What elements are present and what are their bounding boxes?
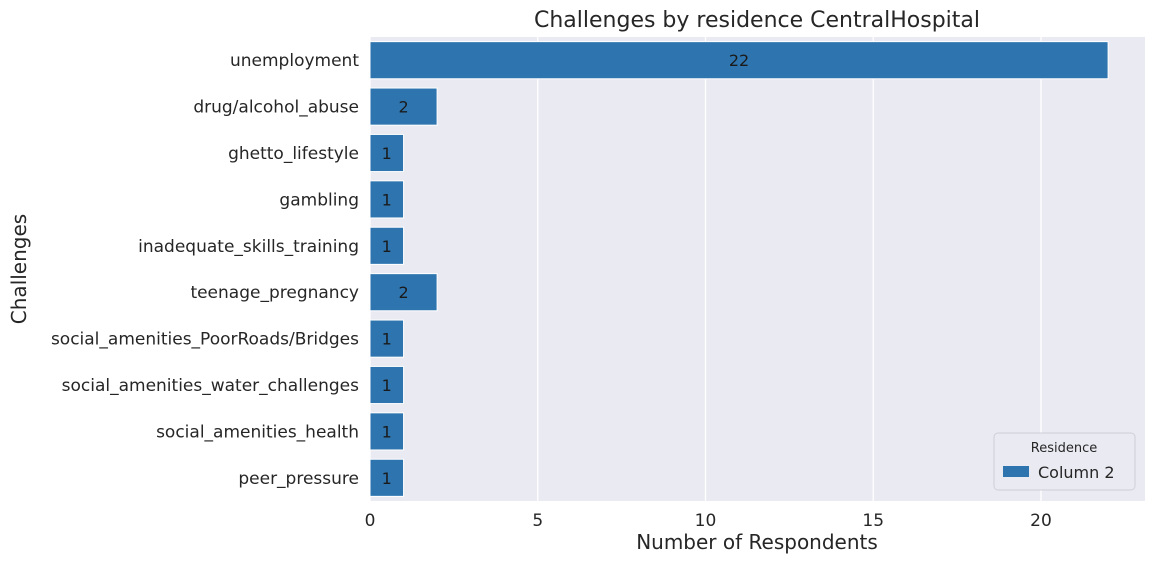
legend: Residence Column 2 bbox=[993, 432, 1136, 491]
y-tick-label-4: inadequate_skills_training bbox=[138, 237, 359, 257]
bar-value-label-5: 2 bbox=[398, 283, 408, 302]
bar-4 bbox=[369, 226, 405, 265]
bar-0 bbox=[369, 41, 1109, 80]
y-tick-label-3: gambling bbox=[279, 190, 359, 210]
y-tick-label-9: peer_pressure bbox=[238, 469, 359, 489]
x-tick-label-0: 0 bbox=[365, 511, 376, 531]
bar-7 bbox=[369, 365, 405, 405]
bar-9 bbox=[369, 458, 405, 497]
bar-value-label-6: 1 bbox=[382, 330, 392, 349]
legend-entry-label: Column 2 bbox=[1038, 463, 1115, 482]
bar-value-label-2: 1 bbox=[382, 144, 392, 163]
bar-1 bbox=[369, 87, 438, 126]
y-tick-label-6: social_amenities_PoorRoads/Bridges bbox=[51, 330, 359, 350]
x-tick-label-2: 10 bbox=[695, 511, 717, 531]
chart-title: Challenges by residence CentralHospital bbox=[534, 8, 980, 33]
bar-5 bbox=[369, 273, 438, 312]
y-tick-label-7: social_amenities_water_challenges bbox=[62, 376, 360, 396]
x-tick-labels: 0 5 10 15 20 bbox=[365, 511, 1052, 531]
plot-area bbox=[370, 37, 1145, 501]
y-tick-label-5: teenage_pregnancy bbox=[190, 283, 359, 303]
legend-swatch bbox=[1003, 466, 1029, 477]
bars bbox=[369, 41, 1109, 497]
x-tick-label-3: 15 bbox=[862, 511, 884, 531]
bar-6 bbox=[369, 319, 405, 358]
y-tick-labels: unemployment drug/alcohol_abuse ghetto_lif… bbox=[51, 51, 359, 489]
y-tick-label-0: unemployment bbox=[230, 51, 359, 71]
x-tick-label-1: 5 bbox=[532, 511, 543, 531]
x-tick-label-4: 20 bbox=[1030, 511, 1052, 531]
bar-2 bbox=[369, 133, 405, 173]
legend-title: Residence bbox=[1031, 441, 1097, 456]
bar-value-label-7: 1 bbox=[382, 376, 392, 395]
bar-value-label-4: 1 bbox=[382, 237, 392, 256]
x-axis-label: Number of Respondents bbox=[636, 530, 878, 554]
bar-value-label-0: 22 bbox=[729, 51, 749, 70]
bar-value-label-8: 1 bbox=[382, 422, 392, 441]
y-axis-label: Challenges bbox=[7, 214, 31, 324]
bar-3 bbox=[369, 180, 405, 219]
bar-value-label-3: 1 bbox=[382, 190, 392, 209]
bar-8 bbox=[369, 412, 405, 451]
legend-box bbox=[993, 432, 1136, 491]
bar-value-label-1: 2 bbox=[398, 98, 408, 117]
y-tick-label-8: social_amenities_health bbox=[156, 422, 359, 442]
y-tick-label-1: drug/alcohol_abuse bbox=[193, 98, 359, 118]
bar-value-label-9: 1 bbox=[382, 469, 392, 488]
y-tick-label-2: ghetto_lifestyle bbox=[228, 144, 359, 164]
